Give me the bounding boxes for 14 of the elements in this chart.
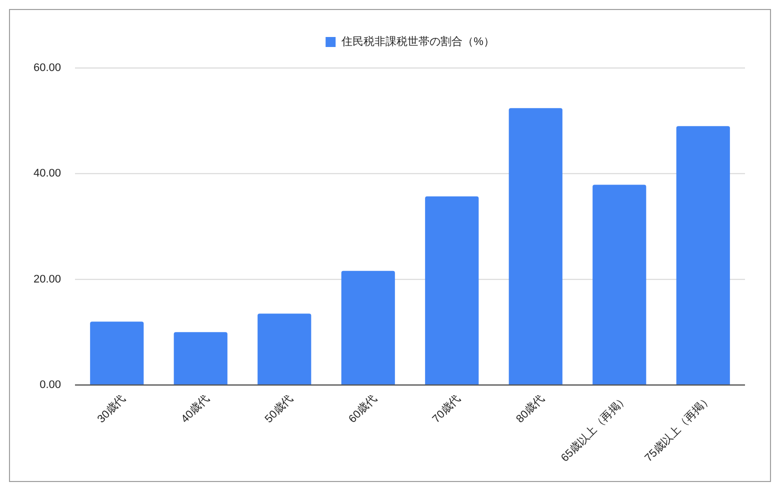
x-tick-label: 65歳以上（再掲） (558, 392, 631, 464)
x-tick-label: 40歳代 (178, 392, 212, 426)
x-tick-label: 70歳代 (430, 392, 464, 426)
x-tick-label: 60歳代 (346, 392, 380, 426)
legend-label: 住民税非課税世帯の割合（%） (342, 35, 494, 48)
x-tick-label: 50歳代 (262, 392, 296, 426)
y-tick-label: 20.00 (33, 273, 61, 286)
y-tick-label: 0.00 (40, 379, 61, 391)
y-tick-label: 40.00 (33, 168, 61, 180)
legend: 住民税非課税世帯の割合（%） (326, 36, 494, 48)
y-tick-label: 60.00 (33, 62, 61, 74)
x-tick-label: 30歳代 (94, 392, 128, 426)
x-tick-label: 80歳代 (513, 392, 547, 426)
x-tick-label: 75歳以上（再掲） (642, 392, 714, 464)
